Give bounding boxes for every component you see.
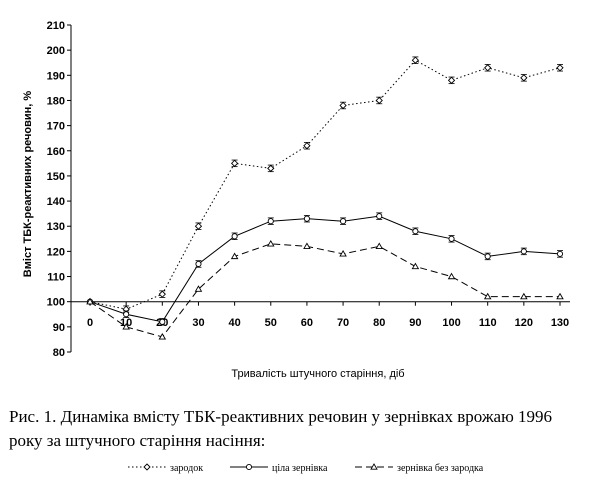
y-tick-label: 150 — [47, 171, 65, 183]
chart-legend: зародок ціла зернівка зернівка без зародка — [128, 463, 484, 474]
data-point — [556, 64, 564, 72]
data-point — [412, 228, 419, 235]
data-point — [447, 272, 456, 280]
y-tick-label: 160 — [47, 146, 65, 158]
y-tick-label: 170 — [47, 121, 65, 133]
y-tick-label: 80 — [53, 347, 65, 359]
data-point — [340, 218, 347, 225]
series-1 — [86, 56, 564, 313]
x-tick-label: 70 — [337, 317, 349, 329]
legend-marker — [370, 463, 378, 470]
y-tick-label: 100 — [47, 297, 65, 309]
legend-label: зернівка без зародка — [397, 463, 484, 474]
data-point — [86, 297, 94, 305]
data-point — [520, 74, 528, 82]
legend-label: зародок — [170, 463, 203, 474]
x-tick-label: 130 — [551, 317, 569, 329]
data-point — [123, 311, 130, 318]
x-tick-label: 60 — [301, 317, 313, 329]
x-tick-label: 90 — [409, 317, 421, 329]
legend-item-2: ціла зернівка — [230, 463, 328, 474]
data-point — [447, 76, 456, 84]
data-point — [375, 242, 384, 250]
x-tick-label: 120 — [515, 317, 533, 329]
data-point — [158, 290, 166, 298]
y-tick-label: 190 — [47, 70, 65, 82]
data-point — [375, 96, 383, 105]
data-point — [483, 292, 492, 300]
data-point — [339, 249, 347, 257]
data-point — [556, 250, 564, 257]
data-point — [122, 322, 130, 330]
y-tick-label: 130 — [47, 221, 65, 233]
data-point — [556, 292, 564, 300]
x-axis-title: Тривалість штучного старіння, діб — [231, 368, 404, 380]
x-tick-label: 30 — [192, 317, 204, 329]
x-tick-label: 40 — [228, 317, 240, 329]
x-tick-label: 110 — [479, 317, 497, 329]
y-tick-label: 180 — [47, 95, 65, 107]
series-line — [89, 59, 561, 310]
data-point — [267, 218, 274, 225]
data-point — [267, 164, 275, 173]
y-tick-label: 140 — [47, 196, 65, 208]
data-point — [303, 215, 310, 222]
data-point — [194, 222, 203, 230]
data-point — [376, 213, 383, 220]
data-point — [303, 142, 311, 150]
y-axis-title: Вміст ТБК-реактивних речовин, % — [22, 91, 34, 278]
legend-item-1: зародок — [128, 463, 203, 474]
data-point — [158, 333, 167, 340]
data-point — [411, 56, 420, 64]
x-tick-label: 0 — [87, 317, 93, 329]
x-axis-ticks: 0102030405060708090100110120130 — [87, 301, 569, 329]
y-tick-label: 120 — [47, 246, 65, 258]
series-3 — [86, 239, 564, 340]
data-point — [484, 64, 492, 72]
y-tick-label: 200 — [47, 45, 65, 57]
series-2 — [86, 212, 564, 326]
data-point — [159, 318, 166, 325]
data-point — [411, 262, 420, 270]
y-axis-ticks: 80 90 100 110 120 130 140 150 160 170 180 190 200 210 — [47, 20, 71, 359]
legend-item-3: зернівка без зародка — [355, 463, 484, 474]
x-tick-label: 100 — [442, 317, 460, 329]
series-line — [89, 215, 561, 323]
data-point — [484, 253, 491, 260]
legend-marker — [143, 463, 151, 471]
data-point — [230, 252, 239, 260]
y-tick-label: 210 — [47, 20, 65, 32]
series-layer — [86, 56, 564, 340]
data-point — [303, 242, 311, 250]
data-point — [195, 260, 202, 268]
x-tick-label: 50 — [265, 317, 277, 329]
figure-caption: Рис. 1. Динаміка вмісту ТБК-реактивних р… — [9, 407, 553, 450]
legend-marker — [245, 463, 253, 471]
data-point — [448, 235, 455, 242]
data-point — [231, 233, 238, 240]
line-chart: 80 90 100 110 120 130 140 150 160 170 180 190 200 210… — [22, 20, 570, 380]
chart-axes — [70, 25, 570, 352]
data-point — [520, 292, 528, 300]
data-point — [266, 239, 275, 247]
legend-label: ціла зернівка — [272, 463, 328, 474]
series-line — [89, 243, 560, 338]
data-point — [339, 101, 347, 110]
data-point — [520, 248, 527, 255]
y-tick-label: 90 — [53, 322, 65, 334]
x-tick-label: 80 — [373, 317, 385, 329]
data-point — [194, 285, 203, 292]
y-tick-label: 110 — [47, 272, 65, 284]
data-point — [230, 159, 239, 167]
